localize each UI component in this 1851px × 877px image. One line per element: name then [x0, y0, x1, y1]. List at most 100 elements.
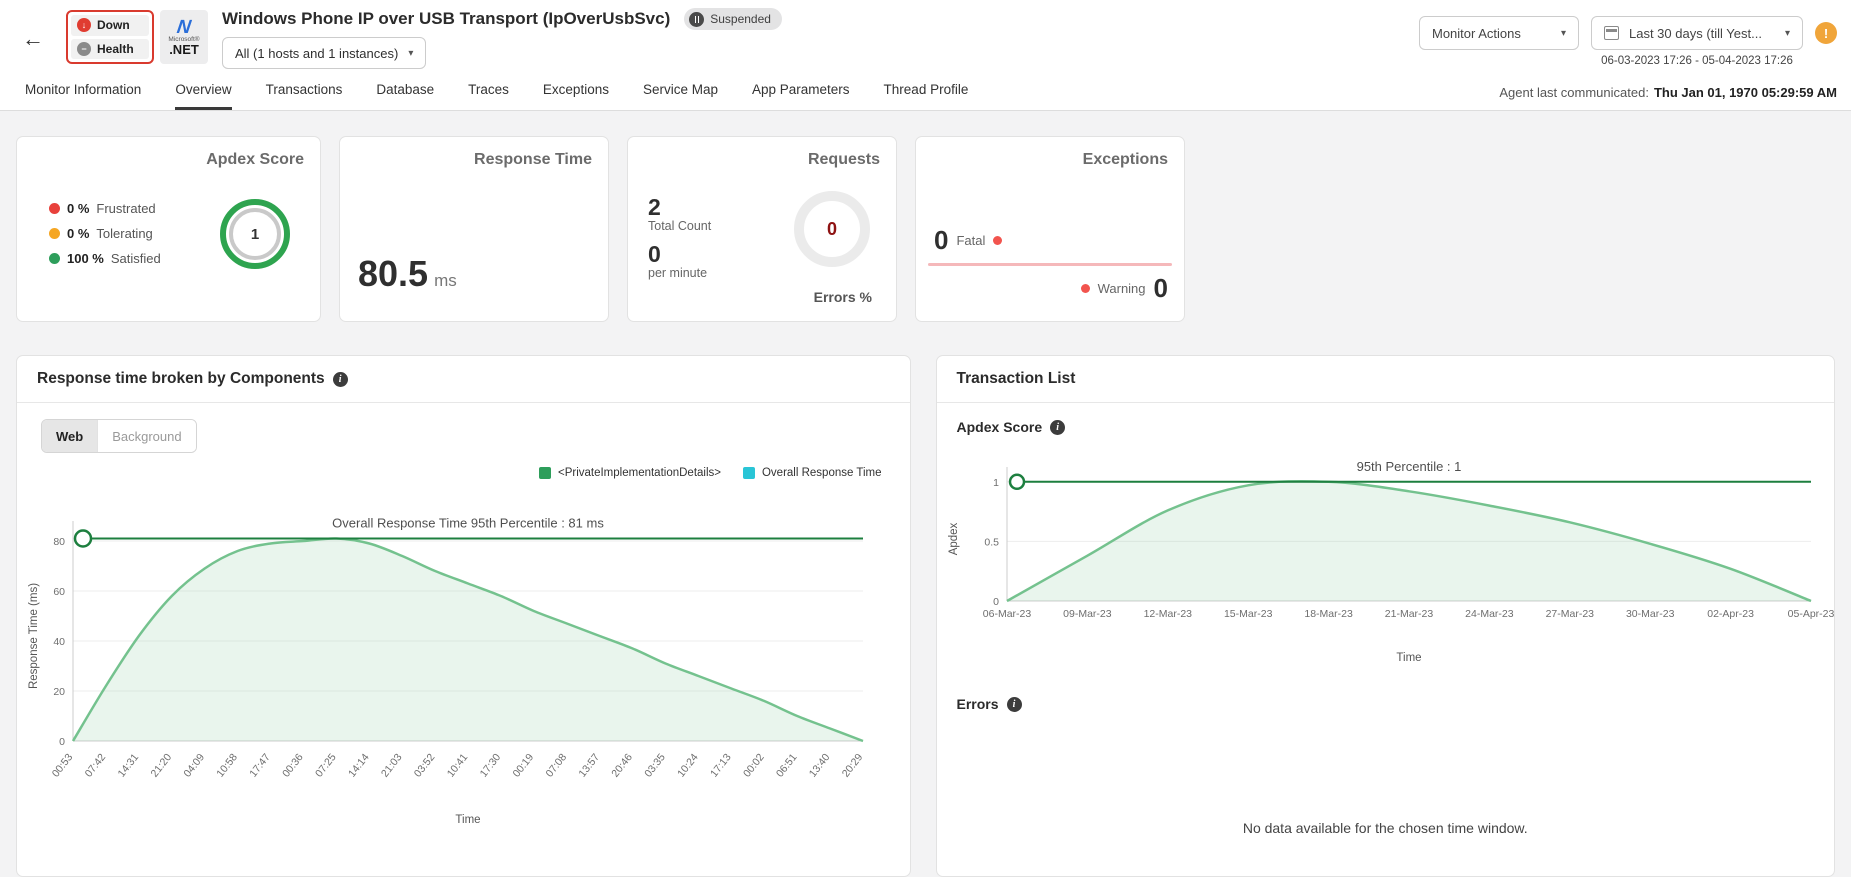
svg-text:05-Apr-23: 05-Apr-23 — [1787, 608, 1834, 620]
response-time-card: Response Time 80.5 ms — [339, 136, 609, 322]
svg-text:40: 40 — [53, 636, 65, 648]
legend-dot-icon — [49, 228, 60, 239]
requests-card-title: Requests — [807, 151, 880, 168]
warning-exceptions: Warning 0 — [1080, 273, 1168, 304]
errors-percent-ring: 0 — [794, 191, 870, 267]
svg-text:07:42: 07:42 — [83, 751, 109, 779]
back-button[interactable]: ← — [22, 26, 44, 51]
microsoft-label: Microsoft® — [168, 35, 200, 43]
exceptions-card-title: Exceptions — [1082, 151, 1168, 168]
monitor-actions-dropdown[interactable]: Monitor Actions ▾ — [1419, 16, 1579, 50]
svg-text:24-Mar-23: 24-Mar-23 — [1465, 608, 1514, 620]
tab-app-parameters[interactable]: App Parameters — [752, 82, 850, 97]
svg-text:02-Apr-23: 02-Apr-23 — [1707, 608, 1754, 620]
legend-pct: 100 % — [67, 251, 104, 266]
agent-last-value: Thu Jan 01, 1970 05:29:59 AM — [1653, 84, 1837, 100]
alert-warning-icon[interactable]: ! — [1815, 22, 1837, 44]
svg-text:21:20: 21:20 — [149, 751, 175, 779]
legend-pct: 0 % — [67, 226, 90, 241]
tab-exceptions[interactable]: Exceptions — [542, 82, 609, 97]
calendar-icon — [1604, 26, 1619, 40]
svg-text:95th Percentile : 1: 95th Percentile : 1 — [1356, 459, 1461, 474]
legend-swatch-icon — [742, 467, 755, 479]
legend-label: Frustrated — [96, 201, 156, 216]
top-header: ← ↓ Down − Health N Microsoft® .NET Wind… — [0, 0, 1851, 74]
date-range-area: Last 30 days (till Yest... ▾ 06-03-2023 … — [1591, 16, 1803, 67]
svg-text:18-Mar-23: 18-Mar-23 — [1304, 608, 1353, 620]
host-instance-selector[interactable]: All (1 hosts and 1 instances) ▾ — [222, 37, 427, 69]
svg-text:00:53: 00:53 — [50, 751, 76, 779]
suspended-badge: Suspended — [684, 8, 782, 30]
fatal-exceptions: 0 Fatal — [934, 225, 1003, 256]
date-range-detail: 06-03-2023 17:26 - 05-04-2023 17:26 — [1601, 55, 1793, 67]
main-content: Apdex Score 0 % Frustrated 0 % Tolerating 10… — [0, 111, 1851, 877]
svg-text:12-Mar-23: 12-Mar-23 — [1143, 608, 1192, 620]
svg-text:Response Time (ms): Response Time (ms) — [28, 583, 40, 689]
chart-legend-item[interactable]: <PrivateImplementationDetails> — [538, 467, 721, 479]
dotnet-logo: N Microsoft® .NET — [160, 10, 208, 64]
svg-text:1: 1 — [993, 477, 999, 489]
tab-overview[interactable]: Overview — [175, 74, 232, 110]
toggle-web-button[interactable]: Web — [42, 420, 98, 452]
response-time-unit: ms — [434, 271, 457, 290]
chevron-down-icon: ▾ — [1784, 27, 1790, 39]
tab-traces[interactable]: Traces — [468, 82, 509, 97]
requests-card: Requests 2 Total Count 0 per minute 0 Er… — [627, 136, 897, 322]
svg-text:13:40: 13:40 — [807, 751, 833, 779]
response-time-chart: 0 20 40 60 80 Overall Response Time 95th Perc… — [28, 516, 865, 827]
exceptions-card: Exceptions 0 Fatal Warning 0 — [915, 136, 1185, 322]
apdex-trend-chart: 0 0.5 1 95th Percentile : 1 06-Mar-23 09-Mar-… — [948, 459, 1834, 664]
web-background-toggle: Web Background — [41, 419, 197, 453]
net-label: .NET — [169, 41, 199, 57]
tab-monitor-information[interactable]: Monitor Information — [25, 82, 142, 97]
apdex-score-value: 1 — [229, 208, 281, 260]
svg-text:0: 0 — [993, 596, 999, 608]
health-label: Health — [97, 41, 134, 56]
svg-text:17:13: 17:13 — [708, 751, 734, 779]
legend-swatch-icon — [538, 467, 551, 479]
svg-text:15-Mar-23: 15-Mar-23 — [1223, 608, 1272, 620]
svg-text:00:02: 00:02 — [741, 751, 767, 779]
svg-text:27-Mar-23: 27-Mar-23 — [1545, 608, 1594, 620]
legend-dot-icon — [49, 253, 60, 264]
svg-text:03:35: 03:35 — [642, 751, 668, 779]
warning-count: 0 — [1153, 273, 1168, 303]
svg-text:30-Mar-23: 30-Mar-23 — [1625, 608, 1674, 620]
svg-text:Overall Response Time 95th Per: Overall Response Time 95th Percentile : … — [332, 516, 604, 531]
svg-text:17:30: 17:30 — [478, 751, 504, 779]
svg-text:13:57: 13:57 — [576, 751, 602, 779]
kpi-cards-row: Apdex Score 0 % Frustrated 0 % Tolerating 10… — [16, 136, 1835, 322]
chevron-down-icon: ▾ — [408, 47, 414, 59]
transaction-list-panel: Transaction List Apdex Score i 0 0.5 1 95th… — [935, 355, 1835, 877]
info-icon[interactable]: i — [1006, 696, 1022, 712]
tab-service-map[interactable]: Service Map — [642, 82, 718, 97]
info-icon[interactable]: i — [1050, 419, 1066, 435]
date-range-label: Last 30 days (till Yest... — [1629, 25, 1762, 41]
chevron-down-icon: ▾ — [1560, 27, 1566, 39]
date-range-picker[interactable]: Last 30 days (till Yest... ▾ — [1591, 16, 1803, 50]
monitor-status-badge[interactable]: ↓ Down − Health — [66, 10, 154, 64]
tab-thread-profile[interactable]: Thread Profile — [883, 82, 969, 97]
legend-label: Satisfied — [110, 251, 161, 266]
warning-dot-icon — [1080, 284, 1090, 293]
tab-transactions[interactable]: Transactions — [265, 82, 343, 97]
right-panel-title: Transaction List — [956, 370, 1076, 387]
svg-text:Apdex: Apdex — [948, 522, 960, 555]
svg-text:Time: Time — [455, 814, 480, 826]
tab-bar: Monitor Information Overview Transactions D… — [0, 74, 1851, 111]
health-minus-icon: − — [77, 41, 91, 56]
apdex-legend: 0 % Frustrated 0 % Tolerating 100 % Satisfied — [49, 201, 161, 266]
svg-text:20: 20 — [53, 686, 65, 698]
components-chart-legend: <PrivateImplementationDetails> Overall Re… — [17, 453, 910, 479]
svg-text:20:46: 20:46 — [609, 751, 635, 779]
apdex-score-ring: 1 — [220, 199, 290, 269]
apdex-legend-row-tolerating: 0 % Tolerating — [49, 226, 161, 241]
info-icon[interactable]: i — [332, 371, 348, 387]
svg-text:00:36: 00:36 — [280, 751, 306, 779]
svg-text:00:19: 00:19 — [511, 751, 537, 779]
chart-legend-item[interactable]: Overall Response Time — [742, 467, 882, 479]
toggle-background-button[interactable]: Background — [97, 420, 196, 452]
tab-database[interactable]: Database — [376, 82, 435, 97]
tab-bar-items: Monitor Information Overview Transactions D… — [25, 74, 968, 110]
